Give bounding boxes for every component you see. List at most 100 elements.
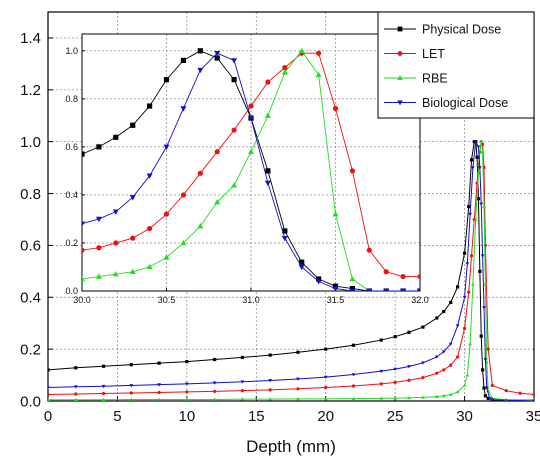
inset-plot: 30.0 30.5 31.0 31.5 32.0 0.0 0.2 0.4 0.6 0.8 1.0 bbox=[65, 33, 429, 305]
main-x-tick-label: 0 bbox=[44, 408, 52, 425]
main-frame bbox=[47, 11, 535, 402]
main-point-physical-dose bbox=[101, 364, 106, 368]
main-point-rbe bbox=[465, 373, 470, 377]
inset-point-rbe bbox=[298, 47, 305, 54]
main-point-let bbox=[407, 378, 411, 382]
main-y-tick-label: 1.0 bbox=[20, 134, 41, 151]
main-point-rbe bbox=[441, 393, 446, 398]
inset-point-rbe bbox=[248, 148, 254, 154]
main-line-rbe bbox=[48, 141, 534, 401]
main-point-physical-dose bbox=[467, 204, 471, 209]
inset-point-let bbox=[197, 170, 203, 176]
inset-point-physical-dose bbox=[299, 259, 305, 265]
inset-point-physical-dose bbox=[332, 283, 339, 289]
main-point-physical-dose bbox=[74, 366, 78, 370]
main-point-physical-dose bbox=[393, 335, 397, 339]
inset-point-rbe bbox=[315, 71, 322, 78]
main-point-biological-dose bbox=[462, 295, 467, 300]
inset-point-rbe bbox=[349, 275, 356, 282]
main-point-rbe bbox=[351, 396, 356, 401]
inset-y-tick-label: 1.0 bbox=[65, 46, 78, 56]
main-point-let bbox=[518, 391, 522, 395]
main-point-physical-dose bbox=[479, 334, 483, 338]
main-point-biological-dose bbox=[379, 369, 384, 374]
inset-point-let bbox=[400, 273, 406, 280]
main-point-rbe bbox=[379, 396, 384, 400]
inset-point-let bbox=[231, 127, 237, 133]
main-point-let bbox=[486, 347, 490, 351]
main-point-rbe bbox=[157, 397, 161, 401]
main-point-rbe bbox=[296, 397, 300, 401]
main-point-physical-dose bbox=[483, 394, 487, 398]
main-point-rbe bbox=[101, 397, 106, 401]
inset-point-physical-dose bbox=[163, 77, 170, 83]
main-point-let bbox=[467, 290, 471, 294]
main-point-let bbox=[268, 388, 272, 392]
main-point-physical-dose bbox=[442, 309, 446, 314]
inset-point-rbe bbox=[231, 182, 238, 188]
inset-point-rbe bbox=[146, 263, 153, 270]
inset-point-rbe bbox=[197, 223, 204, 229]
inset-point-biological-dose bbox=[417, 288, 420, 291]
inset-point-biological-dose bbox=[349, 288, 356, 291]
main-y-tick-label: 0.8 bbox=[20, 186, 41, 203]
inset-series-group bbox=[82, 47, 420, 291]
main-point-biological-dose bbox=[101, 384, 106, 389]
inset-point-rbe bbox=[332, 211, 339, 217]
main-point-biological-dose bbox=[465, 262, 470, 266]
inset-point-let bbox=[349, 168, 355, 174]
main-point-biological-dose bbox=[468, 212, 472, 217]
inset-x-tick-label: 30.0 bbox=[73, 295, 91, 305]
inset-point-let bbox=[265, 79, 271, 85]
main-y-tick-label: 0.4 bbox=[20, 290, 41, 307]
main-point-biological-dose bbox=[407, 365, 411, 369]
inset-x-tick-label: 31.5 bbox=[327, 295, 345, 305]
main-point-let bbox=[185, 390, 189, 394]
inset-point-let bbox=[417, 273, 420, 280]
main-point-biological-dose bbox=[483, 358, 488, 362]
main-point-biological-dose bbox=[482, 306, 486, 310]
main-point-biological-dose bbox=[434, 355, 439, 359]
main-point-rbe bbox=[482, 204, 486, 208]
inset-point-let bbox=[163, 211, 170, 217]
main-point-physical-dose bbox=[268, 353, 272, 357]
main-point-rbe bbox=[240, 397, 245, 401]
main-point-let bbox=[435, 371, 439, 375]
legend: Physical Dose LET RBE Biological Dose bbox=[377, 11, 535, 119]
main-point-physical-dose bbox=[481, 368, 485, 372]
inset-point-let bbox=[332, 105, 339, 112]
inset-point-physical-dose bbox=[197, 48, 203, 54]
main-x-axis-title: Depth (mm) bbox=[246, 437, 336, 456]
main-point-biological-dose bbox=[448, 342, 453, 346]
main-line-let bbox=[48, 141, 534, 396]
main-point-rbe bbox=[407, 395, 411, 400]
main-point-biological-dose bbox=[441, 350, 446, 354]
inset-point-rbe bbox=[281, 69, 288, 75]
inset-point-physical-dose bbox=[147, 103, 153, 109]
inset-point-let bbox=[130, 235, 136, 241]
main-point-physical-dose bbox=[296, 350, 300, 354]
main-point-rbe bbox=[468, 342, 472, 346]
inset-point-biological-dose bbox=[248, 115, 254, 122]
main-point-biological-dose bbox=[487, 397, 492, 401]
main-point-physical-dose bbox=[482, 386, 486, 390]
main-point-physical-dose bbox=[486, 396, 490, 401]
inset-point-physical-dose bbox=[113, 134, 119, 140]
main-point-biological-dose bbox=[296, 377, 300, 381]
main-point-rbe bbox=[434, 394, 439, 398]
inset-point-biological-dose bbox=[298, 264, 305, 271]
legend-box bbox=[377, 11, 535, 119]
inset-point-biological-dose bbox=[163, 144, 170, 151]
main-point-physical-dose bbox=[324, 347, 328, 351]
main-point-rbe bbox=[448, 392, 453, 396]
inset-point-rbe bbox=[180, 239, 187, 246]
main-point-let bbox=[393, 380, 397, 384]
main-x-tick-label: 25 bbox=[387, 408, 404, 425]
main-point-rbe bbox=[471, 282, 475, 286]
main-point-rbe bbox=[323, 397, 328, 401]
inset-point-let bbox=[282, 65, 288, 71]
inset-y-tick-label: 0.0 bbox=[65, 286, 78, 296]
inset-point-physical-dose bbox=[316, 276, 322, 282]
main-point-physical-dose bbox=[421, 325, 425, 329]
